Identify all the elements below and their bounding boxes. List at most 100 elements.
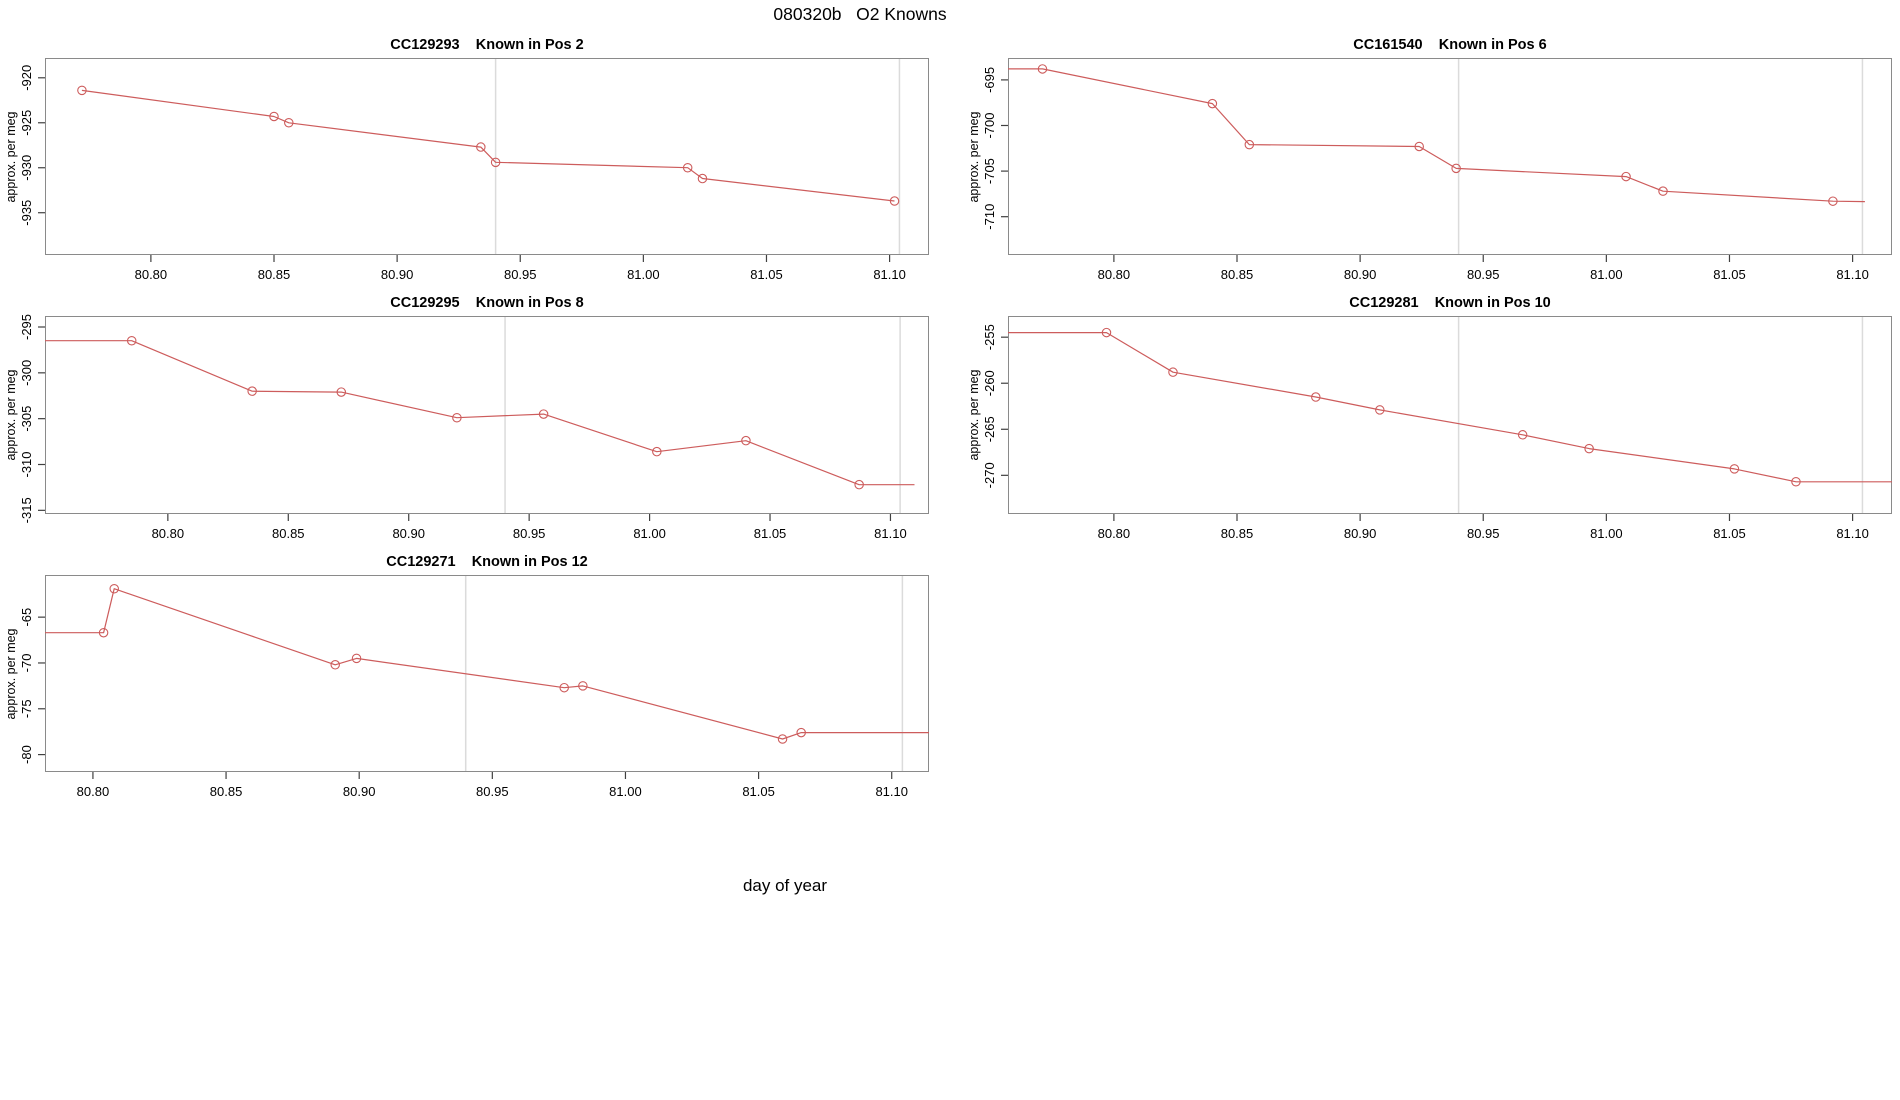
x-tick-label: 81.00 (627, 267, 660, 282)
data-point (1037, 64, 1048, 74)
y-tick-label: -925 (19, 110, 34, 136)
plot-area: 80.80 80.85 80.90 80.95 81.00 81.05 81.10 -295 -… (19, 314, 929, 541)
panel-title: CC129293 Known in Pos 2 (390, 37, 584, 53)
data-point (452, 413, 462, 423)
x-tick-label: 80.95 (1467, 267, 1500, 282)
x-tick-label: 80.85 (272, 526, 305, 541)
data-point (98, 627, 109, 638)
y-tick-label: -710 (982, 204, 997, 230)
x-tick-label: 81.10 (873, 267, 906, 282)
data-point (1168, 367, 1178, 377)
x-tick-label: 80.85 (1221, 267, 1254, 282)
data-point (126, 335, 137, 346)
x-tick-label: 81.00 (1590, 526, 1623, 541)
x-tick-label: 81.10 (1836, 526, 1869, 541)
panel-cc161540-pos6: CC161540 Known in Pos 6 approx. per meg … (967, 37, 1892, 282)
data-line (81, 89, 895, 202)
data-line (45, 340, 915, 486)
x-tick-label: 80.80 (1098, 267, 1131, 282)
x-tick-label: 81.00 (609, 784, 642, 799)
y-tick-label: -935 (19, 200, 34, 226)
data-point (284, 118, 294, 128)
y-tick-label: -265 (982, 416, 997, 442)
y-tick-label: -260 (982, 370, 997, 396)
data-point (1791, 477, 1801, 487)
data-point (77, 85, 87, 96)
y-tick-label: -65 (19, 608, 34, 627)
plot-area: 80.80 80.85 80.90 80.95 81.00 81.05 81.10 -65 -7… (19, 575, 929, 799)
data-point (269, 111, 279, 122)
data-point (1584, 443, 1594, 454)
data-point (1451, 163, 1461, 174)
panel-cc129293-pos2: CC129293 Known in Pos 2 approx. per meg … (4, 37, 929, 282)
y-axis-label: approx. per meg (967, 110, 981, 203)
x-tick-label: 81.05 (1713, 526, 1746, 541)
y-axis-label: approx. per meg (967, 369, 981, 461)
x-tick-label: 81.10 (874, 526, 907, 541)
x-tick-label: 80.80 (135, 267, 168, 282)
y-tick-label: -315 (19, 497, 34, 523)
x-tick-label: 80.85 (1221, 526, 1254, 541)
data-point (854, 479, 864, 490)
x-tick-label: 80.90 (1344, 267, 1377, 282)
x-tick-label: 81.05 (754, 526, 787, 541)
x-tick-label: 81.00 (633, 526, 666, 541)
plot-area: 80.80 80.85 80.90 80.95 81.00 81.05 81.10 -920 -… (19, 58, 929, 282)
data-point (1517, 430, 1528, 440)
x-tick-label: 80.80 (1098, 526, 1131, 541)
x-tick-label: 80.85 (258, 267, 291, 282)
x-tick-label: 80.80 (152, 526, 185, 541)
data-point (109, 583, 119, 594)
data-point (1828, 196, 1838, 206)
data-point (1101, 327, 1112, 338)
data-point (1311, 392, 1321, 402)
x-tick-label: 81.00 (1590, 267, 1623, 282)
x-tick-label: 80.90 (1344, 526, 1377, 541)
x-tick-label: 80.95 (513, 526, 546, 541)
x-axis-label: day of year (742, 876, 828, 895)
y-tick-label: -305 (19, 406, 34, 432)
x-tick-label: 81.05 (750, 267, 783, 282)
data-point (682, 162, 693, 173)
data-point (1658, 186, 1668, 196)
data-point (476, 142, 486, 152)
panel-title: CC129271 Known in Pos 12 (386, 554, 588, 570)
plot-box (45, 575, 929, 772)
plot-box (45, 58, 929, 255)
y-tick-label: -80 (19, 745, 34, 764)
x-tick-label: 80.90 (381, 267, 414, 282)
data-point (351, 653, 362, 664)
data-point (697, 173, 708, 184)
y-tick-label: -930 (19, 155, 34, 181)
data-point (889, 196, 900, 206)
data-point (1414, 141, 1424, 152)
data-point (578, 681, 588, 691)
x-tick-label: 80.80 (77, 784, 110, 799)
x-tick-label: 80.90 (392, 526, 425, 541)
y-axis-label: approx. per meg (4, 110, 18, 203)
figure-title: 080320b O2 Knowns (773, 4, 947, 24)
x-tick-label: 81.10 (875, 784, 908, 799)
y-tick-label: -700 (982, 112, 997, 138)
y-axis-label: approx. per meg (4, 627, 18, 720)
data-point (1207, 98, 1218, 109)
y-tick-label: -255 (982, 324, 997, 350)
plot-box (45, 316, 929, 514)
x-tick-label: 80.85 (210, 784, 243, 799)
data-point (336, 387, 347, 397)
data-point (247, 386, 257, 396)
y-tick-label: -920 (19, 65, 34, 91)
y-tick-label: -295 (19, 314, 34, 340)
plot-box (1008, 58, 1892, 255)
panel-cc129281-pos10: CC129281 Known in Pos 10 approx. per meg… (967, 295, 1892, 541)
x-tick-label: 80.95 (1467, 526, 1500, 541)
panel-title: CC129295 Known in Pos 8 (390, 295, 584, 311)
y-axis-label: approx. per meg (4, 369, 18, 461)
y-tick-label: -705 (982, 158, 997, 184)
data-point (796, 727, 806, 738)
data-line (1008, 68, 1865, 203)
panel-cc129295-pos8: CC129295 Known in Pos 8 approx. per meg … (4, 295, 929, 541)
data-point (1621, 171, 1631, 182)
data-point (1244, 139, 1255, 150)
panel-cc129271-pos12: CC129271 Known in Pos 12 approx. per meg… (4, 554, 929, 799)
